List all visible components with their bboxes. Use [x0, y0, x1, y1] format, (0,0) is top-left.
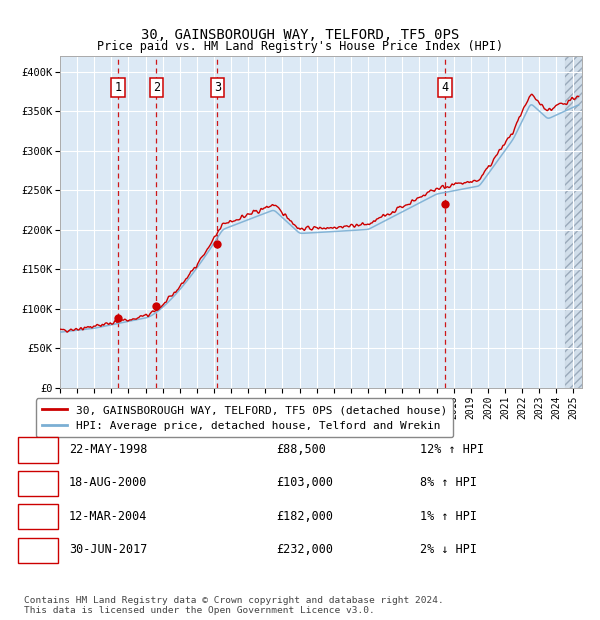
- Text: 4: 4: [442, 81, 449, 94]
- Text: 30, GAINSBOROUGH WAY, TELFORD, TF5 0PS: 30, GAINSBOROUGH WAY, TELFORD, TF5 0PS: [141, 28, 459, 42]
- Text: £232,000: £232,000: [276, 544, 333, 556]
- Text: 4: 4: [34, 544, 41, 556]
- Text: 18-AUG-2000: 18-AUG-2000: [69, 477, 148, 489]
- Text: 30-JUN-2017: 30-JUN-2017: [69, 544, 148, 556]
- Text: 12-MAR-2004: 12-MAR-2004: [69, 510, 148, 523]
- Text: 8% ↑ HPI: 8% ↑ HPI: [420, 477, 477, 489]
- Text: £182,000: £182,000: [276, 510, 333, 523]
- Bar: [565, 56, 582, 388]
- Text: 2: 2: [34, 477, 41, 489]
- Text: 3: 3: [34, 510, 41, 523]
- Text: Price paid vs. HM Land Registry's House Price Index (HPI): Price paid vs. HM Land Registry's House …: [97, 40, 503, 53]
- Text: 1: 1: [34, 443, 41, 456]
- Text: £103,000: £103,000: [276, 477, 333, 489]
- Text: 1: 1: [115, 81, 122, 94]
- Text: £88,500: £88,500: [276, 443, 326, 456]
- Text: 2: 2: [153, 81, 160, 94]
- Text: 12% ↑ HPI: 12% ↑ HPI: [420, 443, 484, 456]
- Text: 22-MAY-1998: 22-MAY-1998: [69, 443, 148, 456]
- Bar: [565, 56, 582, 388]
- Text: Contains HM Land Registry data © Crown copyright and database right 2024.
This d: Contains HM Land Registry data © Crown c…: [24, 596, 444, 615]
- Text: 1% ↑ HPI: 1% ↑ HPI: [420, 510, 477, 523]
- Legend: 30, GAINSBOROUGH WAY, TELFORD, TF5 0PS (detached house), HPI: Average price, det: 30, GAINSBOROUGH WAY, TELFORD, TF5 0PS (…: [35, 398, 454, 438]
- Text: 2% ↓ HPI: 2% ↓ HPI: [420, 544, 477, 556]
- Text: 3: 3: [214, 81, 221, 94]
